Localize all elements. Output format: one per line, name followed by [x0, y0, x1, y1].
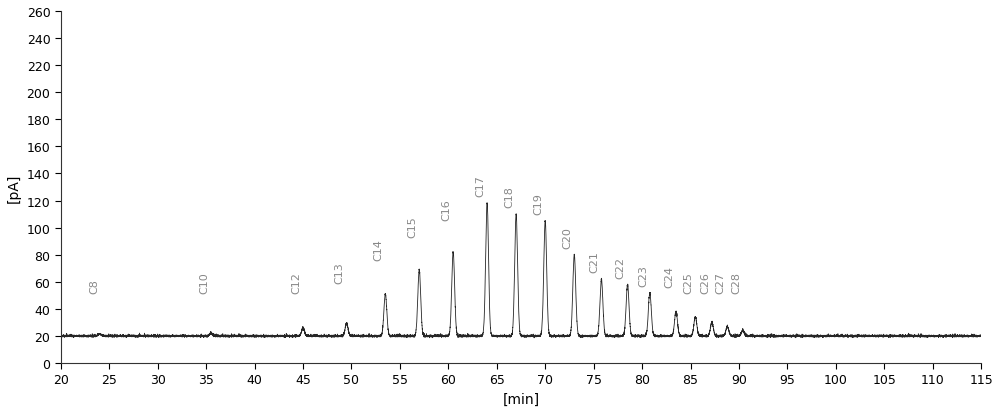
Text: C15: C15 [407, 216, 417, 237]
Text: C24: C24 [664, 266, 674, 287]
X-axis label: [min]: [min] [502, 392, 540, 406]
Text: C23: C23 [638, 264, 648, 286]
Text: C22: C22 [616, 256, 626, 278]
Text: C21: C21 [590, 251, 600, 273]
Text: C28: C28 [731, 271, 741, 293]
Text: C26: C26 [700, 271, 710, 293]
Text: C27: C27 [716, 271, 726, 293]
Text: C12: C12 [291, 271, 301, 293]
Y-axis label: [pA]: [pA] [7, 173, 21, 202]
Text: C16: C16 [441, 198, 451, 220]
Text: C25: C25 [684, 271, 694, 293]
Text: C8: C8 [90, 278, 100, 293]
Text: C20: C20 [562, 227, 572, 248]
Text: C18: C18 [504, 186, 514, 208]
Text: C10: C10 [199, 271, 209, 293]
Text: C13: C13 [335, 262, 345, 283]
Text: C14: C14 [374, 239, 384, 261]
Text: C17: C17 [475, 175, 485, 197]
Text: C19: C19 [533, 193, 543, 215]
